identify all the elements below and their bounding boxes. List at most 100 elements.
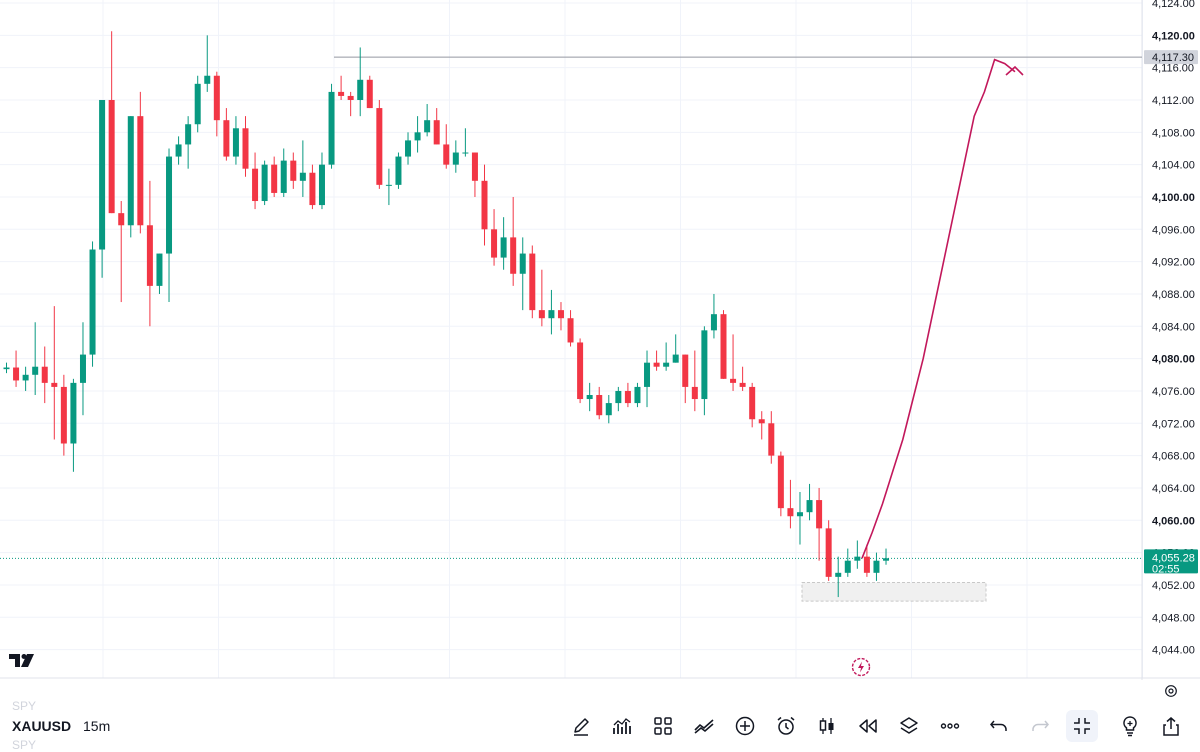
candle-body	[777, 455, 784, 509]
candle-body	[796, 512, 803, 517]
candle-body	[328, 91, 335, 165]
candle-body	[357, 79, 364, 100]
candle-style-icon[interactable]	[811, 710, 843, 742]
candle-body	[185, 124, 192, 145]
y-axis-tick-label: 4,096.00	[1152, 224, 1195, 236]
candle-body	[863, 556, 870, 573]
idea-icon[interactable]	[1114, 710, 1146, 742]
candlestick-chart[interactable]: 4,124.00 4,120.00 4,116.00 4,112.00 4,108.00…	[0, 0, 1200, 680]
candle-body	[175, 144, 182, 157]
candle-body	[108, 99, 115, 214]
symbol-name[interactable]: XAUUSD	[12, 718, 72, 734]
candle-body	[89, 249, 96, 355]
chart-area[interactable]: 4,124.00 4,120.00 4,116.00 4,112.00 4,108.00…	[0, 0, 1200, 680]
indicators-icon[interactable]	[606, 710, 638, 742]
candle-body	[844, 560, 851, 573]
replay-icon[interactable]	[852, 710, 884, 742]
ghost-symbol-below: SPY	[12, 738, 37, 752]
candle-body	[462, 152, 469, 154]
candle-body	[806, 500, 813, 513]
candle-body	[854, 556, 861, 561]
candle-body	[127, 116, 134, 226]
candle-body	[720, 314, 727, 379]
candle-body	[691, 386, 698, 400]
candle-body	[787, 508, 794, 517]
candle-body	[596, 395, 603, 416]
candle-body	[414, 132, 421, 141]
candle-body	[510, 237, 517, 274]
y-axis-tick-label: 4,124.00	[1152, 0, 1195, 10]
redo-icon[interactable]	[1024, 710, 1056, 742]
lightning-icon[interactable]	[851, 657, 871, 677]
candle-body	[500, 237, 507, 258]
candle-body	[548, 310, 555, 319]
high-price-label: 4,117.30	[1152, 52, 1194, 64]
candle-body	[433, 120, 440, 145]
y-axis-tick-label: 4,088.00	[1152, 289, 1195, 301]
candle-body	[366, 79, 373, 109]
candle-body	[443, 144, 450, 165]
candle-body	[710, 314, 717, 331]
y-axis-tick-label: 4,076.00	[1152, 386, 1195, 398]
compare-icon[interactable]	[688, 710, 720, 742]
candle-body	[299, 172, 306, 181]
add-icon[interactable]	[729, 710, 761, 742]
exit-fullscreen-icon[interactable]	[1066, 710, 1098, 742]
layout-icon[interactable]	[647, 710, 679, 742]
y-axis-tick-label: 4,044.00	[1152, 645, 1195, 657]
bottom-toolbar	[0, 700, 1200, 750]
y-axis-tick-label: 4,084.00	[1152, 321, 1195, 333]
candle-body	[395, 156, 402, 185]
y-axis-tick-label: 4,068.00	[1152, 451, 1195, 463]
y-axis-tick-label: 4,060.00	[1152, 515, 1195, 527]
candle-body	[242, 128, 249, 169]
more-icon[interactable]	[934, 710, 966, 742]
draw-icon[interactable]	[565, 710, 597, 742]
current-price-tag	[1144, 549, 1198, 574]
candle-body	[577, 342, 584, 400]
candle-body	[118, 213, 125, 226]
candle-body	[280, 160, 287, 193]
y-axis-tick-label: 4,072.00	[1152, 418, 1195, 430]
projection-arrowhead	[1005, 65, 1024, 76]
candle-body	[290, 160, 297, 181]
layers-icon[interactable]	[893, 710, 925, 742]
candle-body	[232, 128, 239, 157]
undo-icon[interactable]	[983, 710, 1015, 742]
y-axis-tick-label: 4,052.00	[1152, 580, 1195, 592]
interval-selector[interactable]: 15m	[83, 718, 111, 734]
candle-body	[99, 99, 106, 250]
candle-body	[405, 140, 412, 157]
gear-icon[interactable]	[1160, 682, 1182, 700]
candle-body	[347, 95, 354, 100]
candle-body	[318, 164, 325, 206]
share-icon[interactable]	[1155, 710, 1187, 742]
y-axis-tick-label: 4,108.00	[1152, 127, 1195, 139]
candle-body	[663, 362, 670, 367]
candle-body	[749, 386, 756, 420]
candle-body	[424, 120, 431, 133]
candle-body	[32, 366, 39, 375]
candle-body	[538, 310, 545, 319]
price-range-box	[801, 582, 987, 602]
y-axis-tick-label: 4,104.00	[1152, 160, 1195, 172]
candle-body	[60, 386, 67, 444]
candle-body	[491, 229, 498, 258]
candle-body	[739, 382, 746, 387]
candle-body	[519, 253, 526, 274]
candle-body	[624, 390, 631, 404]
alarm-icon[interactable]	[770, 710, 802, 742]
candle-body	[653, 362, 660, 367]
candle-body	[825, 528, 832, 577]
current-price-label: 4,055.28	[1152, 552, 1195, 564]
candle-body	[51, 382, 58, 387]
y-axis-tick-label: 4,048.00	[1152, 612, 1195, 624]
candle-body	[79, 354, 86, 383]
candle-body	[615, 390, 622, 404]
candle-body	[338, 91, 345, 96]
candle-body	[835, 572, 842, 577]
candle-body	[252, 168, 259, 202]
bar-countdown: 02:55	[1152, 563, 1180, 575]
y-axis-tick-label: 4,080.00	[1152, 354, 1195, 366]
candle-body	[883, 558, 890, 561]
